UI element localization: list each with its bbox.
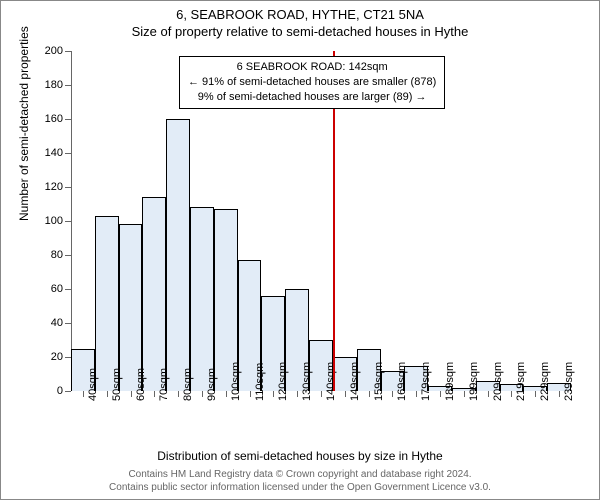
x-tick — [440, 391, 441, 397]
y-tick-label: 0 — [33, 385, 63, 397]
x-tick-label: 169sqm — [396, 362, 408, 401]
y-tick — [65, 391, 71, 392]
plot-area: 02040608010012014016018020040sqm50sqm60s… — [71, 51, 571, 391]
x-tick-label: 140sqm — [325, 362, 337, 401]
x-tick-label: 100sqm — [230, 362, 242, 401]
y-tick-label: 120 — [33, 181, 63, 193]
y-tick-label: 20 — [33, 351, 63, 363]
x-tick-label: 120sqm — [277, 362, 289, 401]
x-tick — [83, 391, 84, 397]
y-tick — [65, 187, 71, 188]
y-tick — [65, 221, 71, 222]
x-tick-label: 199sqm — [468, 362, 480, 401]
y-tick-label: 100 — [33, 215, 63, 227]
y-tick-label: 180 — [33, 79, 63, 91]
title-secondary: Size of property relative to semi-detach… — [1, 24, 599, 39]
x-tick-label: 149sqm — [349, 362, 361, 401]
y-tick — [65, 51, 71, 52]
x-tick — [226, 391, 227, 397]
x-tick-label: 110sqm — [254, 363, 266, 401]
x-tick — [273, 391, 274, 397]
x-tick — [297, 391, 298, 397]
annotation-line-1: 6 SEABROOK ROAD: 142sqm — [188, 60, 436, 75]
x-tick-label: 229sqm — [539, 362, 551, 401]
footer: Contains HM Land Registry data © Crown c… — [1, 469, 599, 494]
y-tick-label: 140 — [33, 147, 63, 159]
x-tick-label: 70sqm — [158, 368, 170, 401]
y-tick — [65, 119, 71, 120]
y-tick — [65, 289, 71, 290]
x-tick — [250, 391, 251, 397]
y-tick — [65, 85, 71, 86]
x-tick-label: 239sqm — [563, 362, 575, 401]
x-tick-label: 90sqm — [206, 368, 218, 401]
y-tick-label: 160 — [33, 113, 63, 125]
footer-line-1: Contains HM Land Registry data © Crown c… — [1, 469, 599, 482]
x-tick — [321, 391, 322, 397]
x-tick-label: 50sqm — [111, 368, 123, 401]
x-tick — [178, 391, 179, 397]
x-tick — [202, 391, 203, 397]
x-tick-label: 80sqm — [182, 368, 194, 401]
x-tick — [345, 391, 346, 397]
x-tick-label: 209sqm — [492, 362, 504, 401]
x-tick — [369, 391, 370, 397]
title-primary: 6, SEABROOK ROAD, HYTHE, CT21 5NA — [1, 7, 599, 22]
chart-container: 6, SEABROOK ROAD, HYTHE, CT21 5NA Size o… — [0, 0, 600, 500]
x-tick-label: 179sqm — [420, 362, 432, 401]
x-tick — [559, 391, 560, 397]
y-tick — [65, 255, 71, 256]
y-tick-label: 80 — [33, 249, 63, 261]
x-tick — [154, 391, 155, 397]
x-tick-label: 189sqm — [444, 362, 456, 401]
y-tick-label: 60 — [33, 283, 63, 295]
x-tick — [464, 391, 465, 397]
footer-line-2: Contains public sector information licen… — [1, 482, 599, 495]
y-tick — [65, 323, 71, 324]
x-tick-label: 159sqm — [373, 362, 385, 401]
bar — [190, 207, 214, 391]
x-tick — [535, 391, 536, 397]
y-tick-label: 200 — [33, 45, 63, 57]
x-tick — [107, 391, 108, 397]
x-tick — [416, 391, 417, 397]
bar — [166, 119, 190, 391]
bar — [142, 197, 166, 391]
y-tick — [65, 357, 71, 358]
y-axis-title: Number of semi-detached properties — [17, 26, 31, 221]
bar — [95, 216, 119, 391]
x-tick — [392, 391, 393, 397]
annotation-line-3: 9% of semi-detached houses are larger (8… — [188, 90, 436, 105]
x-tick-label: 130sqm — [301, 362, 313, 401]
x-tick-label: 60sqm — [135, 368, 147, 401]
annotation-box: 6 SEABROOK ROAD: 142sqm← 91% of semi-det… — [179, 56, 445, 109]
x-tick — [488, 391, 489, 397]
x-tick-label: 40sqm — [87, 368, 99, 401]
x-axis-title: Distribution of semi-detached houses by … — [1, 449, 599, 463]
x-tick — [511, 391, 512, 397]
y-axis-line — [71, 51, 72, 391]
annotation-line-2: ← 91% of semi-detached houses are smalle… — [188, 75, 436, 90]
bar — [119, 224, 143, 391]
x-tick-label: 219sqm — [515, 362, 527, 401]
x-tick — [131, 391, 132, 397]
y-tick — [65, 153, 71, 154]
y-tick-label: 40 — [33, 317, 63, 329]
